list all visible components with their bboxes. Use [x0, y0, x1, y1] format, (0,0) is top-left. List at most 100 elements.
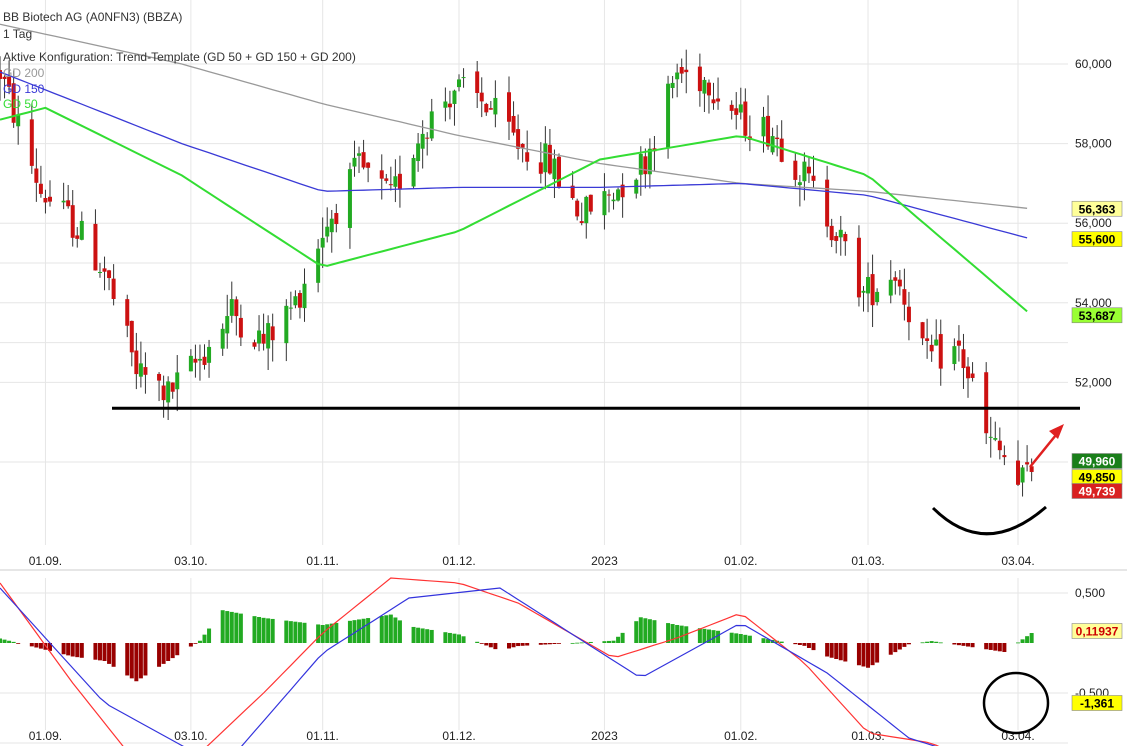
candle-2023-01-31: [734, 108, 739, 115]
macd-bar-2023-02-07: [766, 639, 771, 643]
macd-bar-2023-01-09: [634, 621, 639, 643]
macd-bar-2022-10-21: [270, 618, 275, 643]
macd-bar-2023-01-04: [611, 640, 616, 643]
candle-2022-10-20: [266, 323, 271, 349]
candle-2022-09-12: [93, 223, 98, 271]
price-tick-label: 54,000: [1075, 296, 1112, 310]
candle-2023-04-03: [1016, 460, 1021, 485]
macd-bar-2022-09-09: [79, 643, 84, 658]
macd-bar-2022-12-28: [579, 642, 584, 644]
candle-2023-03-06: [888, 279, 893, 296]
macd-bar-2023-04-05: [1025, 636, 1030, 643]
macd-bar-2022-10-28: [302, 622, 307, 643]
macd-bar-2022-09-26: [157, 643, 162, 667]
macd-bar-2023-03-28: [988, 643, 993, 650]
candle-2022-09-30: [175, 372, 180, 390]
candle-2022-10-27: [297, 293, 302, 308]
candle-2022-10-31: [316, 248, 321, 283]
macd-bar-2022-09-16: [111, 643, 116, 667]
macd-bar-2022-11-08: [352, 620, 357, 643]
macd-bar-2023-01-03: [606, 640, 611, 643]
price-label-49,739: 49,739: [1071, 483, 1123, 499]
candle-2022-09-26: [157, 373, 162, 381]
candle-2023-03-15: [929, 344, 934, 352]
candle-2022-09-13: [97, 271, 102, 274]
candle-2022-11-08: [352, 157, 357, 167]
candle-2022-10-14: [238, 317, 243, 338]
macd-x-tick-label: 01.02.: [724, 729, 757, 743]
candle-2022-11-07: [347, 169, 352, 228]
macd-x-tick-label: 01.11.: [306, 729, 338, 743]
macd-bar-2022-11-22: [416, 627, 421, 643]
candle-2022-12-14: [516, 129, 521, 149]
candle-2022-10-28: [302, 283, 307, 309]
macd-bar-2023-01-23: [697, 628, 702, 643]
candle-2022-09-07: [70, 205, 75, 238]
chart-title: BB Biotech AG (A0NFN3) (BBZA): [3, 10, 183, 24]
macd-bar-2022-12-02: [461, 636, 466, 643]
candle-2023-02-20: [825, 179, 830, 227]
candle-2022-11-03: [329, 218, 334, 233]
price-label-box: [1071, 200, 1123, 217]
macd-x-tick-label: 2023: [591, 729, 618, 743]
macd-bar-2023-04-04: [1020, 639, 1025, 643]
macd-bar-2022-10-03: [188, 643, 193, 647]
macd-label-box: [1071, 623, 1123, 639]
candle-2023-02-07: [766, 115, 771, 147]
candle-2022-12-15: [520, 143, 525, 148]
candle-2022-11-17: [393, 176, 398, 187]
macd-bar-2023-01-10: [638, 617, 643, 643]
candle-2023-02-27: [856, 237, 861, 298]
macd-bar-2023-02-24: [843, 643, 848, 662]
macd-signal-line: [0, 587, 937, 746]
macd-bar-2023-03-07: [893, 643, 898, 653]
candle-2022-08-29: [29, 119, 34, 166]
candle-2022-08-26: [16, 114, 21, 127]
red-arrow-head: [1049, 424, 1064, 439]
price-label-55,600: 55,600: [1071, 231, 1123, 247]
candle-2022-11-09: [357, 153, 362, 156]
candle-2022-09-08: [75, 235, 80, 239]
ma-line-gd50: [0, 106, 1028, 313]
candle-2022-10-19: [261, 333, 266, 344]
macd-bar-2022-09-29: [170, 643, 175, 659]
candle-2022-08-24: [7, 76, 12, 87]
candle-2022-08-31: [38, 183, 43, 194]
candle-2023-01-19: [679, 67, 684, 74]
macd-bar-2022-12-30: [588, 641, 593, 643]
macd-bar-2022-11-04: [334, 622, 339, 643]
candle-2022-11-28: [443, 101, 448, 108]
candle-2023-01-02: [602, 191, 607, 216]
macd-bar-2022-09-02: [47, 643, 52, 651]
candle-2023-01-10: [638, 153, 643, 175]
candle-2022-11-10: [361, 152, 366, 168]
x-tick-label: 01.11.: [306, 554, 338, 568]
macd-bar-2023-02-21: [829, 643, 834, 658]
candle-2023-03-02: [870, 274, 875, 306]
candle-2023-01-24: [702, 79, 707, 94]
legend-gd200: GD 200: [3, 66, 45, 80]
legend-gd150: GD 150: [3, 82, 45, 96]
macd-bar-2022-11-30: [452, 633, 457, 643]
macd-bar-2022-12-23: [556, 643, 561, 644]
macd-bar-2023-03-10: [906, 643, 911, 645]
candle-2022-12-08: [488, 108, 493, 110]
candle-2022-09-09: [79, 220, 84, 240]
candle-2023-03-09: [902, 289, 907, 305]
legend-gd50: GD 50: [3, 97, 38, 111]
candle-2022-11-15: [384, 178, 389, 181]
candle-2022-12-26: [570, 185, 575, 199]
candle-2023-03-31: [1002, 455, 1007, 458]
candle-2022-10-06: [202, 356, 207, 365]
candle-2022-09-05: [61, 200, 66, 203]
macd-bar-2023-02-20: [825, 643, 830, 657]
macd-bar-2023-03-01: [866, 643, 871, 668]
price-label-53,687: 53,687: [1071, 307, 1123, 324]
macd-label-text: -1,361: [1080, 697, 1114, 711]
macd-bar-2022-12-26: [570, 642, 575, 644]
candle-2022-11-30: [452, 90, 457, 104]
macd-bar-2023-02-23: [838, 643, 843, 661]
candle-2022-09-02: [47, 196, 52, 202]
macd-bar-2022-08-23: [2, 639, 7, 643]
macd-bar-2022-08-24: [7, 640, 12, 643]
